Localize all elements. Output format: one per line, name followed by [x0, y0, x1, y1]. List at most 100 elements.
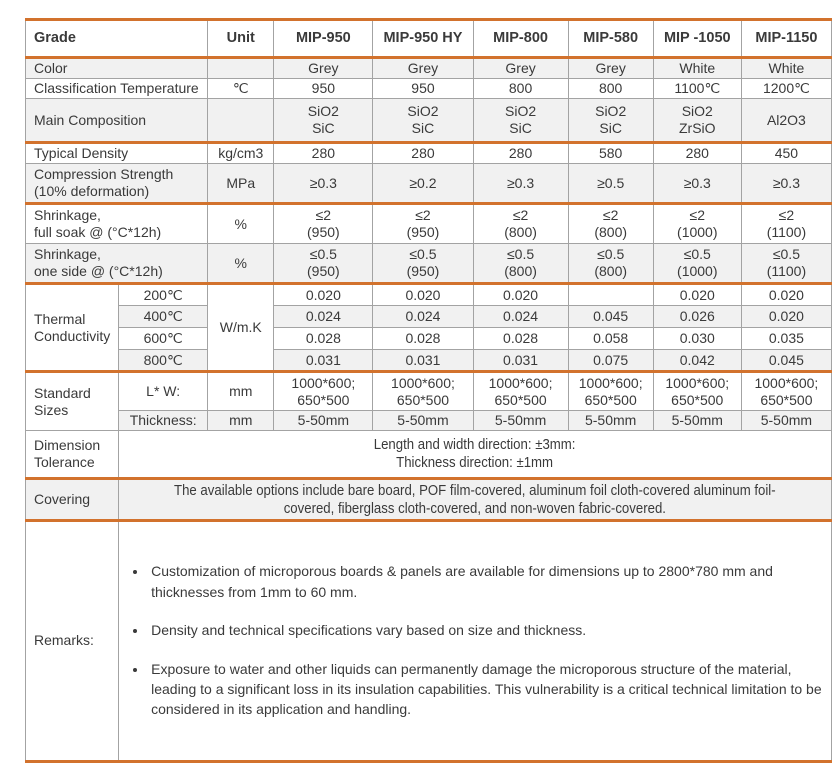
thermal-temp-cell: 800℃	[118, 349, 209, 374]
value-cell: 0.020	[472, 282, 569, 307]
value-cell: 800	[567, 78, 654, 100]
value-cell: SiO2 ZrSiO	[652, 98, 742, 145]
value-cell: Al2O3	[740, 98, 833, 145]
dimension-tolerance-value: Length and width direction: ±3mm: Thickn…	[374, 436, 576, 472]
value-cell: ≥0.3	[740, 163, 833, 206]
row-compression-label: Compression Strength (10% deformation)	[24, 163, 209, 206]
header-product-mip1150: MIP-1150	[740, 19, 833, 59]
row-standard-sizes-label: Standard Sizes	[24, 370, 120, 432]
value-cell: ≥0.5	[567, 163, 654, 206]
value-cell: ≤2 (950)	[372, 202, 474, 245]
value-cell: White	[652, 55, 742, 80]
value-cell: 450	[740, 141, 833, 165]
row-dimension-tolerance: Dimension Tolerance Length and width dir…	[24, 430, 832, 480]
spec-table: Grade Unit MIP-950 MIP-950 HY MIP-800 MI…	[24, 18, 833, 763]
header-product-mip950: MIP-950	[273, 19, 374, 59]
remarks-item: Customization of microporous boards & pa…	[148, 561, 828, 602]
value-cell: ≤2 (800)	[567, 202, 654, 245]
row-shrinkage-full-soak: Shrinkage, full soak @ (°C*12h) % ≤2 (95…	[24, 202, 833, 245]
thermal-temp-cell: 200℃	[118, 282, 209, 307]
value-cell: 0.028	[273, 327, 374, 351]
value-cell: SiO2 SiC	[567, 98, 654, 145]
value-cell: 0.020	[372, 282, 474, 307]
value-cell: 0.075	[567, 349, 654, 374]
spec-sheet: Grade Unit MIP-950 MIP-950 HY MIP-800 MI…	[24, 18, 833, 763]
value-cell: Grey	[472, 55, 569, 80]
header-row: Grade Unit MIP-950 MIP-950 HY MIP-800 MI…	[24, 19, 833, 59]
row-shrinkage-one-unit: %	[207, 243, 275, 286]
row-color: Color Grey Grey Grey Grey White White	[24, 55, 833, 80]
value-cell: 5-50mm	[472, 410, 569, 432]
value-cell: 0.028	[472, 327, 569, 351]
row-thermal-unit: W/m.K	[207, 282, 275, 373]
value-cell: ≤0.5 (800)	[567, 243, 654, 286]
row-main-composition: Main Composition SiO2 SiC SiO2 SiC SiO2 …	[24, 98, 833, 145]
row-thermal-200: Thermal Conductivity 200℃ W/m.K 0.020 0.…	[24, 282, 833, 373]
value-cell: Grey	[567, 55, 654, 80]
value-cell: 1000*600; 650*500	[273, 370, 374, 412]
value-cell: 1100℃	[652, 78, 742, 100]
row-typical-density-unit: kg/cm3	[207, 141, 275, 165]
row-classification-unit: ℃	[207, 78, 275, 100]
value-cell: 1000*600; 650*500	[652, 370, 742, 412]
remarks-list: Customization of microporous boards & pa…	[148, 544, 828, 737]
value-cell: ≤2 (950)	[273, 202, 374, 245]
row-shrinkage-full-unit: %	[207, 202, 275, 245]
row-standard-sizes-thickness: Thickness: mm 5-50mm 5-50mm 5-50mm 5-50m…	[26, 410, 833, 432]
row-covering-label: Covering	[24, 477, 120, 523]
size-name-cell: L* W:	[118, 370, 209, 412]
value-cell: 5-50mm	[652, 410, 742, 432]
header-product-mip950hy: MIP-950 HY	[372, 19, 474, 59]
row-compression-unit: MPa	[207, 163, 275, 206]
covering-text: The available options include bare board…	[118, 477, 832, 523]
value-cell: ≤2 (1100)	[740, 202, 833, 245]
row-color-label: Color	[24, 55, 209, 80]
value-cell: 1000*600; 650*500	[740, 370, 833, 412]
value-cell: 0.031	[372, 349, 474, 374]
value-cell: 0.024	[472, 305, 569, 329]
value-cell: ≤0.5 (1100)	[740, 243, 833, 286]
remarks-item: Density and technical specifications var…	[148, 620, 828, 640]
row-dimension-tolerance-label: Dimension Tolerance	[24, 430, 120, 480]
value-cell: Grey	[273, 55, 374, 80]
value-cell: 0.020	[652, 282, 742, 307]
value-cell: 1200℃	[740, 78, 833, 100]
row-remarks-label: Remarks:	[24, 520, 120, 762]
value-cell: ≥0.2	[372, 163, 474, 206]
row-classification-label: Classification Temperature	[24, 78, 209, 100]
value-cell: 0.030	[652, 327, 742, 351]
value-cell: 280	[472, 141, 569, 165]
value-cell: ≤2 (800)	[472, 202, 569, 245]
value-cell: 0.024	[372, 305, 474, 329]
header-product-mip800: MIP-800	[472, 19, 569, 59]
row-classification-temperature: Classification Temperature ℃ 950 950 800…	[24, 78, 833, 100]
value-cell	[567, 282, 654, 307]
value-cell: 0.028	[372, 327, 474, 351]
value-cell: 0.042	[652, 349, 742, 374]
value-cell: 800	[472, 78, 569, 100]
value-cell: 0.020	[740, 305, 833, 329]
value-cell: 1000*600; 650*500	[472, 370, 569, 412]
value-cell: 0.024	[273, 305, 374, 329]
size-unit-cell: mm	[207, 370, 275, 412]
value-cell: 280	[652, 141, 742, 165]
value-cell: ≤0.5 (800)	[472, 243, 569, 286]
value-cell: 0.045	[567, 305, 654, 329]
value-cell: 0.031	[472, 349, 569, 374]
value-cell: 950	[372, 78, 474, 100]
value-cell: ≤0.5 (950)	[372, 243, 474, 286]
row-shrinkage-one-side: Shrinkage, one side @ (°C*12h) % ≤0.5 (9…	[24, 243, 833, 286]
size-name-cell: Thickness:	[118, 410, 209, 432]
value-cell: Grey	[372, 55, 474, 80]
value-cell: SiO2 SiC	[273, 98, 374, 145]
value-cell: 0.020	[273, 282, 374, 307]
value-cell: 5-50mm	[740, 410, 833, 432]
row-main-composition-label: Main Composition	[24, 98, 209, 145]
row-covering: Covering The available options include b…	[24, 477, 832, 523]
row-thermal-label: Thermal Conductivity	[24, 282, 120, 373]
row-thermal-600: 600℃ 0.028 0.028 0.028 0.058 0.030 0.035	[26, 327, 833, 351]
remarks-item: Exposure to water and other liquids can …	[148, 659, 828, 720]
thermal-temp-cell: 400℃	[118, 305, 209, 329]
value-cell: ≥0.3	[652, 163, 742, 206]
header-product-mip1050: MIP -1050	[652, 19, 742, 59]
